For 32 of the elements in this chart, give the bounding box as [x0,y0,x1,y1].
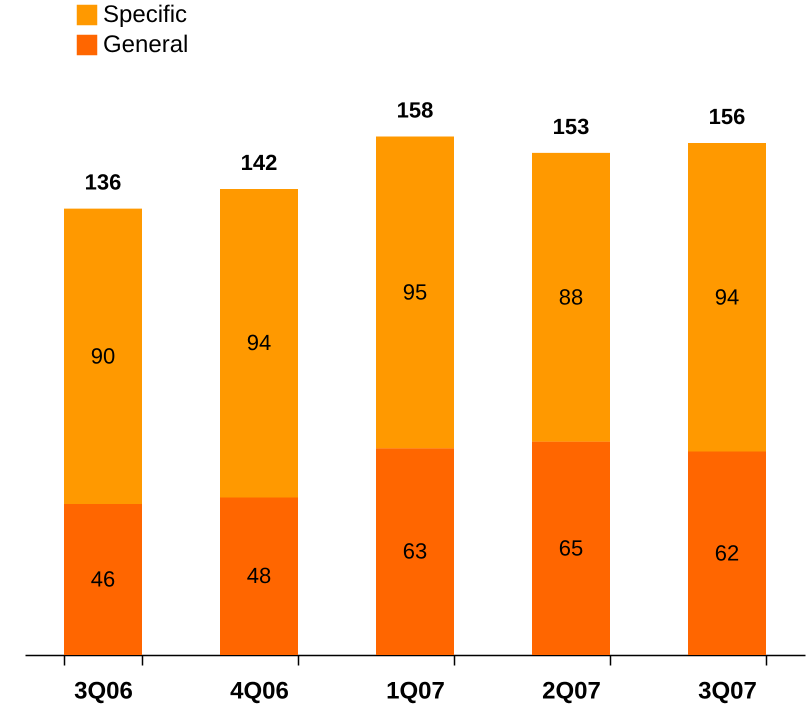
bar [64,208,142,504]
total-label: 156 [708,104,746,130]
bar [376,448,454,655]
bar [376,136,454,448]
bar [532,152,610,442]
bar [532,442,610,655]
total-label: 158 [396,97,434,122]
x-tick-label: 2Q07 [542,678,601,704]
total-label: 153 [552,114,590,139]
data-label: 88 [558,284,584,310]
x-tick-label: 4Q06 [230,678,289,704]
data-label: 62 [714,540,740,566]
data-label: 95 [402,279,428,304]
bar [220,497,298,655]
data-label: 90 [90,343,116,368]
data-label: 48 [246,563,272,588]
data-label: 63 [402,538,428,564]
total-label: 136 [84,170,122,195]
x-tick-label: 1Q07 [386,678,445,704]
data-label: 94 [714,284,740,310]
x-tick-label: 3Q07 [698,678,757,704]
bar [688,143,766,452]
data-label: 46 [90,566,116,592]
data-label: 65 [558,535,584,560]
legend-label: General [103,31,188,58]
legend-label: Specific [103,1,188,28]
bar [688,452,766,655]
x-tick-label: 3Q06 [74,678,133,704]
total-label: 142 [240,150,278,175]
bar [64,504,142,655]
data-label: 94 [246,330,272,356]
bar [220,188,298,498]
